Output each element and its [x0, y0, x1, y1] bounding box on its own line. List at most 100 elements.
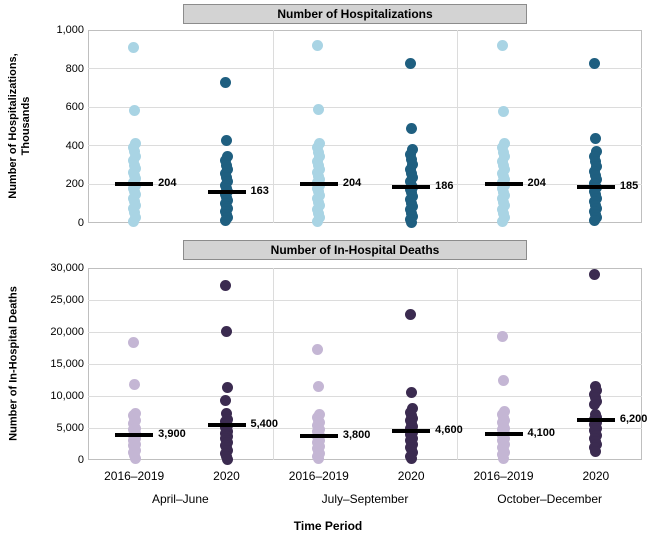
median-line — [576, 185, 615, 190]
median-label: 204 — [158, 176, 177, 189]
median-label: 204 — [527, 176, 546, 189]
panel-title-in-hospital-deaths: Number of In-Hospital Deaths — [183, 240, 527, 260]
median-line — [392, 185, 431, 190]
data-point — [405, 122, 417, 134]
y-tick-label: 0 — [77, 217, 84, 229]
data-point — [221, 134, 232, 146]
group-separator — [457, 30, 459, 223]
data-point — [497, 40, 508, 52]
median-line — [484, 431, 523, 436]
x-tick-label: 2020 — [397, 469, 425, 483]
y-tick-label: 600 — [65, 101, 84, 114]
median-line — [576, 418, 615, 423]
panel-title-hospitalizations: Number of Hospitalizations — [183, 4, 527, 24]
x-axis-title: Time Period — [293, 519, 363, 533]
data-point — [313, 104, 325, 116]
y-tick-label: 15,000 — [50, 358, 84, 370]
group-separator — [272, 268, 274, 460]
median-line — [299, 433, 338, 438]
median-label: 186 — [435, 180, 454, 193]
median-line — [207, 189, 246, 194]
x-group-label: April–June — [151, 492, 209, 506]
data-point — [589, 268, 601, 280]
data-point — [221, 325, 232, 337]
median-label: 3,900 — [158, 428, 186, 441]
group-separator — [457, 268, 459, 460]
data-point — [589, 399, 601, 411]
median-line — [207, 423, 246, 428]
y-gridline — [88, 331, 642, 333]
data-point — [220, 215, 231, 227]
median-line — [299, 181, 338, 186]
y-tick-label: 800 — [65, 62, 84, 75]
data-point — [222, 453, 233, 465]
y-axis-title-deaths: Number of In-Hospital Deaths — [7, 286, 20, 441]
y-gridline — [88, 427, 642, 429]
y-gridline — [88, 145, 642, 147]
median-label: 4,100 — [527, 426, 556, 439]
data-point — [313, 453, 325, 465]
y-tick-label: 200 — [65, 178, 84, 191]
data-point — [498, 105, 509, 117]
median-line — [115, 433, 154, 438]
data-point — [405, 386, 417, 398]
data-point — [221, 407, 232, 419]
data-point — [497, 330, 508, 342]
y-gridline — [88, 183, 642, 185]
x-group-label: July–September — [321, 492, 409, 506]
data-point — [129, 452, 141, 464]
y-tick-label: 0 — [77, 454, 84, 466]
data-point — [127, 215, 139, 227]
x-tick-label: 2016–2019 — [104, 469, 165, 483]
data-point — [127, 337, 139, 349]
data-point — [498, 452, 509, 464]
y-gridline — [88, 363, 642, 365]
data-point — [128, 104, 140, 116]
data-point — [312, 39, 324, 51]
group-separator — [272, 30, 274, 223]
median-label: 3,800 — [342, 428, 371, 441]
data-point — [498, 374, 509, 386]
y-tick-label: 20,000 — [50, 326, 84, 338]
y-gridline — [88, 68, 642, 70]
data-point — [404, 57, 416, 69]
y-tick-label: 5,000 — [56, 422, 84, 434]
median-label: 5,400 — [250, 418, 279, 431]
y-tick-label: 1,000 — [56, 24, 84, 36]
data-point — [589, 57, 601, 69]
x-tick-label: 2020 — [213, 469, 240, 483]
data-point — [222, 382, 233, 394]
median-label: 185 — [619, 180, 639, 193]
y-axis-title-hospitalizations: Number of Hospitalizations, Thousands — [7, 53, 32, 199]
data-point — [313, 380, 325, 392]
data-point — [497, 215, 508, 227]
y-tick-label: 400 — [65, 139, 84, 152]
y-gridline — [88, 299, 642, 301]
median-line — [484, 181, 523, 186]
x-tick-label: 2016–2019 — [288, 469, 349, 483]
x-tick-label: 2016–2019 — [473, 469, 534, 483]
median-label: 6,200 — [619, 413, 648, 426]
data-point — [589, 214, 601, 226]
x-group-label: October–December — [497, 492, 603, 506]
y-tick-label: 30,000 — [50, 262, 84, 274]
data-point — [590, 132, 602, 144]
data-point — [405, 453, 417, 465]
plot-area-hospitalizations — [88, 30, 642, 223]
y-tick-label: 25,000 — [50, 294, 84, 306]
data-point — [590, 446, 602, 458]
data-point — [127, 42, 139, 54]
data-point — [220, 394, 231, 406]
median-label: 4,600 — [435, 423, 463, 436]
data-point — [220, 280, 231, 292]
y-gridline — [88, 106, 642, 108]
data-point — [312, 215, 324, 227]
data-point — [220, 76, 231, 88]
median-line — [115, 181, 154, 186]
data-point — [405, 216, 417, 228]
data-point — [128, 378, 140, 390]
data-point — [312, 344, 324, 356]
y-tick-label: 10,000 — [50, 390, 84, 402]
x-tick-label: 2020 — [582, 469, 610, 483]
